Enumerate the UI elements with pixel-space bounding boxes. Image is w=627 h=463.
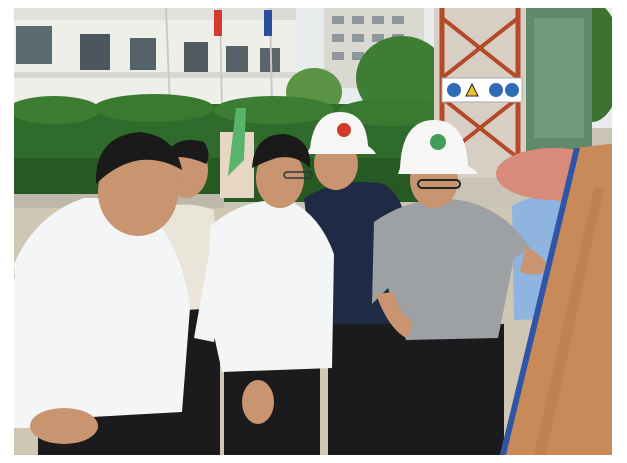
flagpoles (165, 8, 273, 109)
site-inspection-photo (14, 8, 612, 455)
green-flag (228, 108, 246, 176)
drawing-board (500, 143, 612, 455)
helmet-logo-green (430, 134, 446, 150)
helmet-logo-red (337, 123, 351, 137)
person-grey-polo (372, 120, 550, 455)
person-white-shirt-center (194, 134, 334, 455)
person-white-polo-foreground (14, 132, 190, 455)
photo-frame (14, 8, 612, 455)
office-building (14, 8, 296, 110)
person-navy-polo (304, 112, 405, 455)
